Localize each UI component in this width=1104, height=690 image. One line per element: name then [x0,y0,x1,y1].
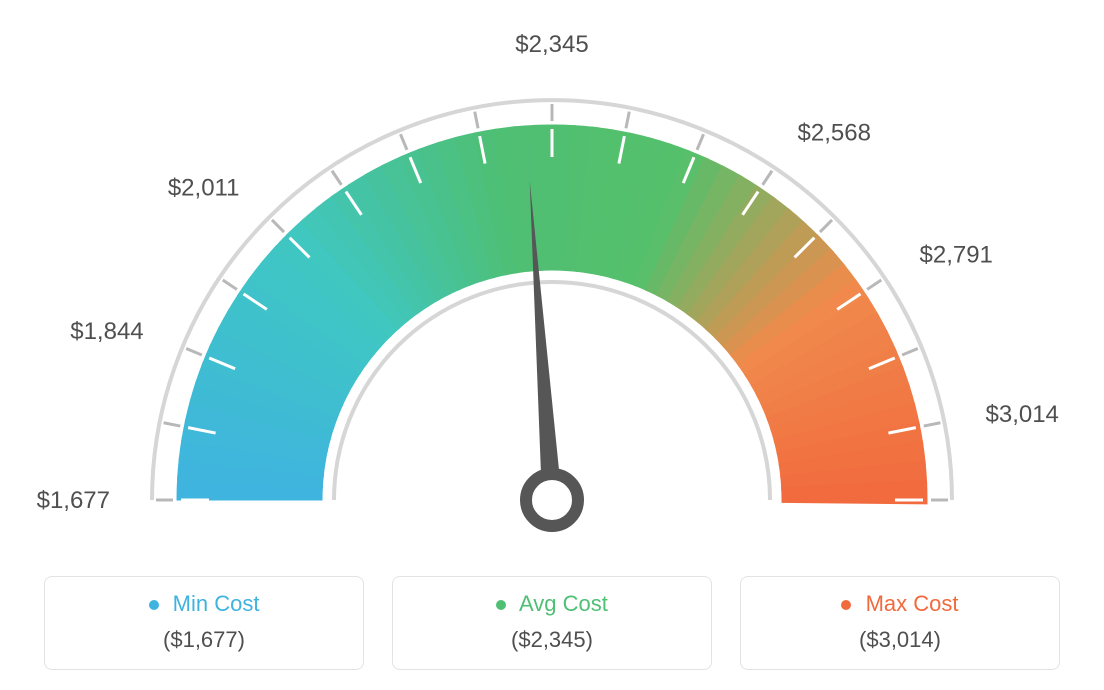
gauge-tick-label: $1,677 [37,487,110,514]
gauge-tick-label: $2,791 [920,241,993,268]
gauge-tick-label: $2,345 [515,31,588,58]
legend-row: Min Cost ($1,677) Avg Cost ($2,345) Max … [0,576,1104,670]
legend-dot-max [841,600,851,610]
gauge-tick-label: $2,568 [798,119,871,146]
legend-title-avg: Avg Cost [393,591,711,617]
gauge-tick-label: $2,011 [168,174,240,201]
gauge-svg: $1,677 $1,844 $2,011 $2,345 $2,568 $2,791 $3,0… [0,0,1104,560]
gauge-area: $1,677 $1,844 $2,011 $2,345 $2,568 $2,791 $3,0… [0,0,1104,560]
gauge-tick-label: $1,844 [70,318,143,345]
legend-title-max-text: Max Cost [866,591,959,616]
legend-box-max: Max Cost ($3,014) [740,576,1060,670]
legend-value-avg: ($2,345) [393,627,711,653]
legend-box-min: Min Cost ($1,677) [44,576,364,670]
legend-dot-min [149,600,159,610]
legend-title-max: Max Cost [741,591,1059,617]
legend-value-min: ($1,677) [45,627,363,653]
gauge-tick-label: $3,014 [986,401,1059,428]
legend-box-avg: Avg Cost ($2,345) [392,576,712,670]
legend-dot-avg [496,600,506,610]
legend-title-min: Min Cost [45,591,363,617]
legend-title-avg-text: Avg Cost [519,591,608,616]
legend-value-max: ($3,014) [741,627,1059,653]
cost-gauge-chart: $1,677 $1,844 $2,011 $2,345 $2,568 $2,791 $3,0… [0,0,1104,690]
legend-title-min-text: Min Cost [173,591,260,616]
